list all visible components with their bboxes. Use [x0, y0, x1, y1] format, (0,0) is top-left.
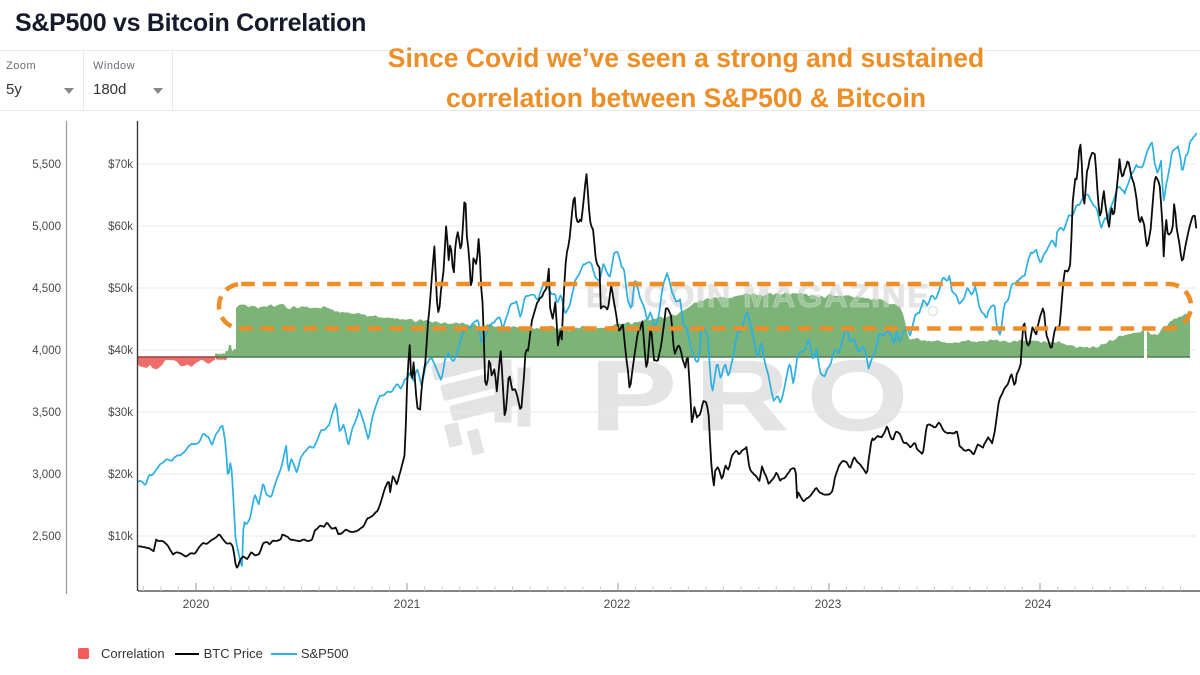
svg-text:2023: 2023	[815, 597, 842, 611]
svg-text:$30k: $30k	[108, 407, 133, 419]
svg-text:$10k: $10k	[108, 531, 133, 543]
svg-text:2021: 2021	[394, 597, 421, 611]
svg-text:$60k: $60k	[108, 221, 133, 233]
svg-text:2022: 2022	[604, 597, 631, 611]
svg-text:3,000: 3,000	[32, 469, 61, 481]
svg-text:2024: 2024	[1025, 597, 1052, 611]
svg-text:2020: 2020	[183, 597, 210, 611]
svg-text:4,000: 4,000	[32, 345, 61, 357]
svg-text:5,000: 5,000	[32, 221, 61, 233]
svg-text:5,500: 5,500	[32, 159, 61, 171]
svg-text:$50k: $50k	[108, 283, 133, 295]
svg-text:$20k: $20k	[108, 469, 133, 481]
svg-text:4,500: 4,500	[32, 283, 61, 295]
svg-text:3,500: 3,500	[32, 407, 61, 419]
svg-text:$40k: $40k	[108, 345, 133, 357]
svg-text:$70k: $70k	[108, 159, 133, 171]
svg-text:PRO: PRO	[590, 339, 926, 451]
svg-text:2,500: 2,500	[32, 531, 61, 543]
